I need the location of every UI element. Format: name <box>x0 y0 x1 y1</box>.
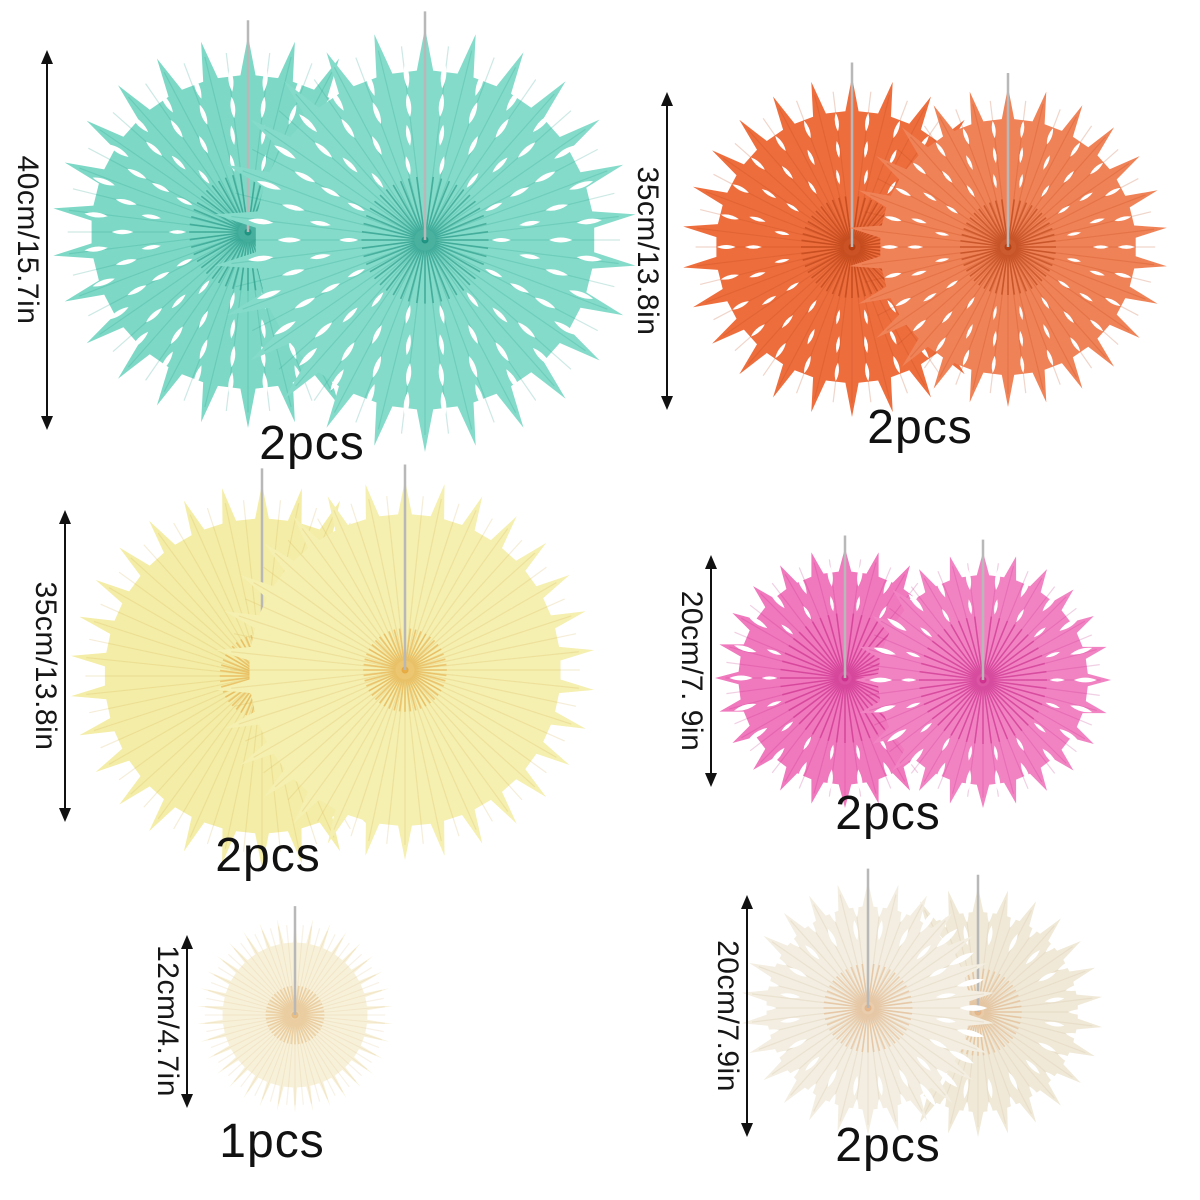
count-label: 1pcs <box>219 1115 325 1168</box>
size-label: 20cm/7.9in <box>711 940 744 1092</box>
dimension-arrow <box>41 50 53 430</box>
dimension-arrow <box>705 555 717 787</box>
size-label: 35cm/13.8in <box>631 166 664 336</box>
dimension-arrow <box>741 895 753 1137</box>
fan-yellow-fans-1 <box>216 464 594 860</box>
fan-orange-fans-1 <box>849 73 1167 407</box>
dimension-arrow <box>181 935 193 1108</box>
size-label: 35cm/13.8in <box>29 581 62 751</box>
dimension-arrow <box>661 92 673 410</box>
count-label: 2pcs <box>259 417 365 470</box>
size-label: 12cm/4.7in <box>151 945 184 1097</box>
count-label: 2pcs <box>867 401 973 454</box>
fan-ivory-small-fan-0 <box>197 906 393 1113</box>
fan-cream-fans-1 <box>741 868 995 1135</box>
count-label: 2pcs <box>215 829 321 882</box>
dimension-arrow <box>59 510 71 822</box>
count-label: 2pcs <box>835 787 941 840</box>
count-label: 2pcs <box>835 1119 941 1172</box>
size-label: 20cm/7. 9in <box>675 590 708 752</box>
fan-mint-green-fans-1 <box>214 11 636 452</box>
size-label: 40cm/15.7in <box>11 155 44 325</box>
fan-pink-fans-1 <box>855 539 1111 808</box>
